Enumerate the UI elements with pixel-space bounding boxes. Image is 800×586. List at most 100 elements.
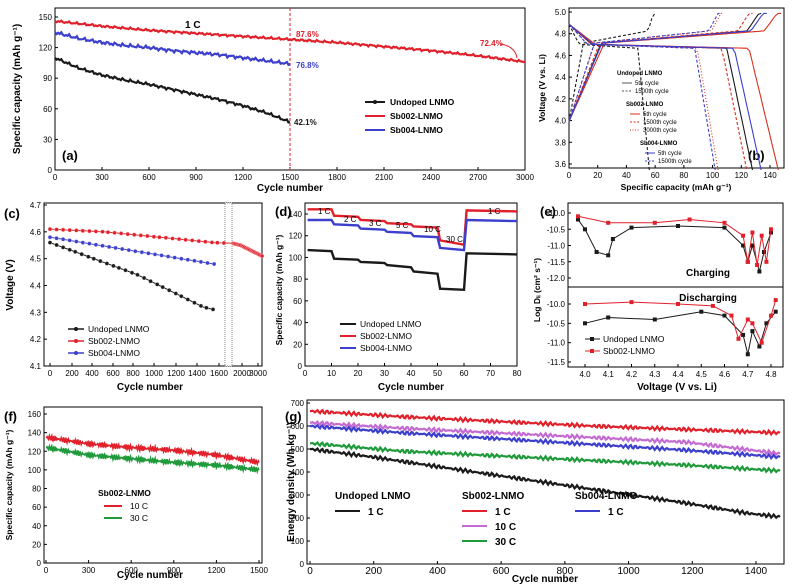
y-tick-label: -11.5 <box>547 358 565 367</box>
y-tick-label: -10.0 <box>547 300 566 309</box>
y-tick-label: 120 <box>28 447 42 456</box>
legend-label: 10 C <box>495 522 516 533</box>
x-tick-label: 4.8 <box>765 370 777 379</box>
legend-label: Sb004-LNMO <box>88 348 140 358</box>
legend-label: Undoped LNMO <box>360 319 422 329</box>
legend-label: Sb002-LNMO <box>88 336 140 346</box>
series-line <box>310 408 781 437</box>
legend-title: Undoped LNMO <box>617 71 663 77</box>
y-tick-label: -10.5 <box>547 319 566 328</box>
data-point <box>594 250 599 254</box>
data-point <box>652 220 657 225</box>
data-point <box>722 313 727 318</box>
y-tick-label: 100 <box>291 537 305 546</box>
data-point <box>185 297 190 302</box>
panel-a: (a) 1 C Cycle number Specific capacity (… <box>12 7 534 194</box>
panel-d-legend: Undoped LNMO Sb002-LNMO Sb004-LNMO <box>340 319 422 353</box>
data-point <box>132 232 137 237</box>
x-tick-label: 600 <box>493 566 510 577</box>
y-tick-label: 100 <box>28 466 42 475</box>
x-tick-label: 2400 <box>422 173 440 182</box>
data-point <box>157 235 162 240</box>
panel-e-ylabel: Log Dₗᵢ (cm² s⁻¹) <box>532 258 542 322</box>
x-tick-label: 300 <box>95 173 109 182</box>
data-point <box>629 225 634 230</box>
data-point <box>606 220 611 225</box>
data-point <box>759 233 764 238</box>
data-point <box>93 242 99 247</box>
data-point <box>60 237 66 242</box>
data-point <box>54 236 59 241</box>
legend-label: Undoped LNMO <box>603 334 665 344</box>
data-point <box>80 240 85 245</box>
data-point <box>687 217 692 222</box>
y-tick-label: 90 <box>43 74 52 83</box>
data-point <box>629 300 634 305</box>
legend-marker <box>373 100 377 104</box>
y-tick-label: 600 <box>291 422 305 431</box>
data-point <box>138 233 143 238</box>
legend-marker <box>590 349 594 353</box>
data-point <box>722 220 727 225</box>
data-point <box>610 237 615 241</box>
panel-b-label: (b) <box>748 148 765 163</box>
x-tick-label: 900 <box>167 566 181 575</box>
data-point <box>145 233 150 239</box>
legend-label: 1 C <box>368 507 384 518</box>
data-point <box>141 275 147 281</box>
x-tick-label: 1200 <box>167 369 185 378</box>
x-tick-label: 30 <box>380 369 389 378</box>
data-point <box>54 227 59 232</box>
x-tick-label: 1500 <box>281 173 299 182</box>
x-tick-label: 4.7 <box>742 370 754 379</box>
rate-label: 30 C <box>446 235 463 244</box>
data-point <box>583 227 587 232</box>
legend-label: Sb004-LNMO <box>390 125 443 135</box>
data-point <box>745 259 750 264</box>
panel-f: (f) Cycle number Specific capacity (mAh … <box>4 406 268 581</box>
x-tick-label: 1600 <box>210 369 228 378</box>
legend-marker <box>74 327 78 331</box>
y-tick-label: 60 <box>293 297 302 306</box>
x-tick-label: 80 <box>679 171 688 180</box>
legend-label: Undoped LNMO <box>390 97 455 107</box>
data-point <box>91 256 96 261</box>
legend-label: 5th cycle <box>643 112 667 118</box>
x-tick-label: 600 <box>142 173 156 182</box>
panel-e-legend: Undoped LNMO Sb002-LNMO <box>585 334 665 356</box>
x-tick-label: 1500 <box>250 566 268 575</box>
legend-label: Sb002-LNMO <box>390 111 443 121</box>
panel-e-title-bottom: Discharging <box>679 293 737 304</box>
data-point <box>209 240 215 245</box>
data-point <box>741 233 746 238</box>
panel-d-frame <box>304 202 518 367</box>
panel-a-legend: Undoped LNMO Sb002-LNMO Sb004-LNMO <box>365 97 455 135</box>
panel-f-label: (f) <box>4 409 17 424</box>
panel-a-ann-42: 42.1% <box>294 118 317 127</box>
y-tick-label: 0 <box>300 560 305 569</box>
panel-c-axis-break <box>224 202 233 367</box>
data-point <box>762 250 766 254</box>
data-point <box>47 226 53 232</box>
data-point <box>67 238 72 243</box>
rate-label: 2 C <box>344 215 357 224</box>
data-point <box>769 227 773 232</box>
x-tick-label: 10 <box>327 369 336 378</box>
legend-marker <box>590 337 594 341</box>
x-tick-label: 60 <box>651 171 660 180</box>
legend-label: 3000th cycle <box>643 128 677 134</box>
rate-label: 1 C <box>488 207 501 216</box>
y-tick-label: 20 <box>32 540 41 549</box>
data-point <box>710 303 715 308</box>
panel-g-frame <box>306 399 785 565</box>
y-tick-label: 40 <box>32 522 41 531</box>
data-point <box>100 229 105 234</box>
data-point <box>606 253 611 258</box>
data-point <box>736 336 741 341</box>
y-tick-label: -12.0 <box>547 274 566 283</box>
data-point <box>74 239 79 244</box>
series-line <box>309 423 781 461</box>
y-tick-label: 4.7 <box>30 201 42 210</box>
x-tick-label: 1000 <box>145 369 163 378</box>
y-tick-label: 4.2 <box>30 335 42 344</box>
